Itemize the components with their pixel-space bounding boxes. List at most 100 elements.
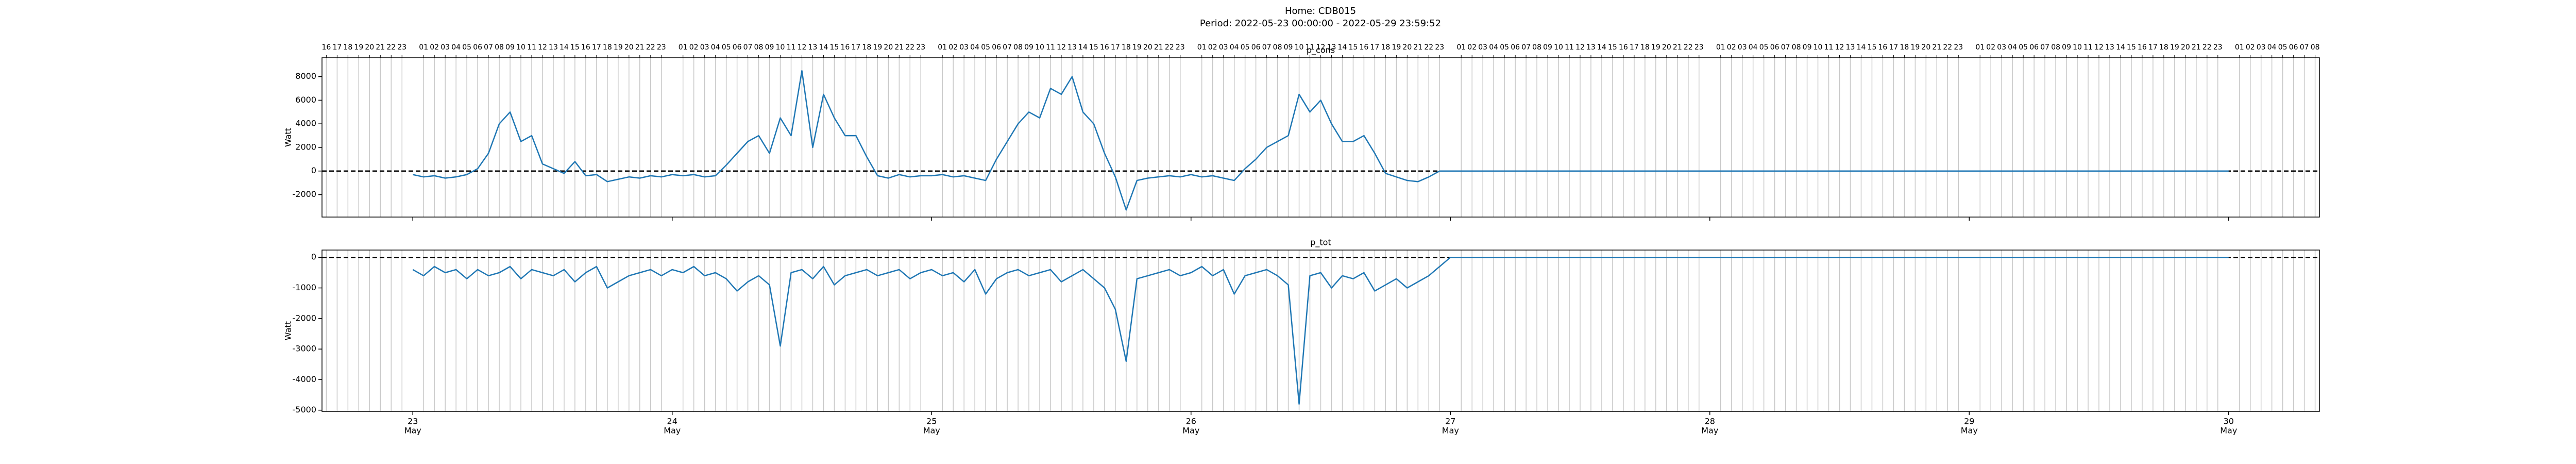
x2-tick-label: 08 — [1273, 43, 1282, 52]
x2-tick-label: 03 — [1219, 43, 1228, 52]
x2-tick-label: 03 — [1738, 43, 1747, 52]
x2-tick-label: 20 — [884, 43, 893, 52]
x-tick-label: 27 — [1445, 417, 1455, 426]
x2-tick-label: 07 — [1003, 43, 1012, 52]
x2-tick-label: 13 — [1846, 43, 1855, 52]
x-tick-label: 23 — [408, 417, 418, 426]
x2-tick-label: 14 — [819, 43, 828, 52]
x2-tick-label: 04 — [1489, 43, 1498, 52]
x2-tick-label: 11 — [787, 43, 796, 52]
x2-tick-label: 09 — [1543, 43, 1552, 52]
x2-tick-label: 21 — [1413, 43, 1422, 52]
x2-tick-label: 16 — [840, 43, 850, 52]
x2-tick-label: 12 — [1057, 43, 1066, 52]
x2-tick-label: 17 — [1889, 43, 1898, 52]
x2-tick-label: 05 — [462, 43, 471, 52]
x2-tick-label: 22 — [386, 43, 396, 52]
x2-tick-label: 01 — [2235, 43, 2244, 52]
x2-tick-label: 15 — [1868, 43, 1877, 52]
x2-tick-label: 17 — [2148, 43, 2158, 52]
x2-tick-label: 19 — [354, 43, 363, 52]
x2-tick-label: 16 — [321, 43, 331, 52]
plot-frame — [321, 57, 2320, 218]
x2-tick-label: 09 — [1284, 43, 1293, 52]
x2-tick-label: 16 — [1619, 43, 1628, 52]
x2-tick-label: 17 — [1370, 43, 1379, 52]
x2-tick-label: 17 — [1111, 43, 1120, 52]
x2-tick-label: 11 — [1565, 43, 1574, 52]
x2-tick-label: 16 — [1100, 43, 1109, 52]
x2-tick-label: 04 — [2008, 43, 2017, 52]
x2-tick-label: 08 — [1532, 43, 1541, 52]
y-tick-label: 8000 — [295, 71, 316, 81]
x2-tick-label: 06 — [1770, 43, 1780, 52]
x2-tick-label: 04 — [970, 43, 979, 52]
x2-tick-label: 20 — [1402, 43, 1412, 52]
x2-tick-label: 11 — [1046, 43, 1055, 52]
x2-tick-label: 07 — [484, 43, 493, 52]
x-tick-label: 26 — [1186, 417, 1196, 426]
x2-tick-label: 01 — [1975, 43, 1985, 52]
x2-tick-label: 08 — [754, 43, 764, 52]
x2-tick-label: 01 — [679, 43, 688, 52]
x2-tick-label: 19 — [873, 43, 882, 52]
x2-tick-label: 15 — [1089, 43, 1098, 52]
x2-tick-label: 22 — [1943, 43, 1952, 52]
x2-tick-label: 20 — [624, 43, 634, 52]
x2-tick-label: 21 — [894, 43, 904, 52]
x2-tick-label: 13 — [808, 43, 818, 52]
x2-tick-label: 02 — [1986, 43, 1995, 52]
x2-tick-label: 01 — [1197, 43, 1207, 52]
x2-tick-label: 21 — [2192, 43, 2201, 52]
x-tick-sublabel: May — [2220, 426, 2237, 436]
x2-tick-label: 12 — [1316, 43, 1326, 52]
x2-tick-label: 20 — [1662, 43, 1671, 52]
x2-tick-label: 23 — [916, 43, 925, 52]
x2-tick-label: 19 — [1392, 43, 1401, 52]
x2-tick-label: 05 — [2019, 43, 2028, 52]
x2-tick-label: 03 — [440, 43, 450, 52]
y-axis-label: Watt — [283, 128, 293, 147]
x2-tick-label: 22 — [646, 43, 655, 52]
x2-tick-label: 15 — [2127, 43, 2136, 52]
x2-tick-label: 06 — [1251, 43, 1261, 52]
x2-tick-label: 04 — [711, 43, 720, 52]
x-tick-label: 25 — [926, 417, 937, 426]
x2-tick-label: 02 — [1727, 43, 1736, 52]
x2-tick-label: 21 — [635, 43, 645, 52]
x2-tick-label: 16 — [581, 43, 590, 52]
data-line — [412, 256, 2229, 405]
x-tick-sublabel: May — [404, 426, 421, 436]
x2-tick-label: 23 — [1176, 43, 1185, 52]
x2-tick-label: 20 — [365, 43, 374, 52]
x2-tick-label: 02 — [948, 43, 958, 52]
x2-tick-label: 22 — [1424, 43, 1433, 52]
x2-tick-label: 07 — [1781, 43, 1790, 52]
x2-tick-label: 18 — [343, 43, 352, 52]
x2-tick-label: 23 — [1435, 43, 1444, 52]
x2-tick-label: 14 — [1338, 43, 1347, 52]
x2-tick-label: 15 — [570, 43, 580, 52]
x-tick-sublabel: May — [664, 426, 681, 436]
x2-tick-label: 06 — [992, 43, 1001, 52]
y-tick-label: -3000 — [293, 344, 317, 354]
x2-tick-label: 18 — [862, 43, 871, 52]
x2-tick-label: 05 — [1500, 43, 1509, 52]
x2-tick-label: 13 — [1067, 43, 1077, 52]
x2-tick-label: 20 — [1921, 43, 1930, 52]
x-tick-sublabel: May — [1961, 426, 1978, 436]
y-tick-label: 0 — [311, 252, 316, 262]
x2-tick-label: 12 — [1575, 43, 1585, 52]
x2-tick-label: 08 — [2051, 43, 2060, 52]
x2-tick-label: 08 — [1792, 43, 1801, 52]
x2-tick-label: 05 — [1241, 43, 1250, 52]
x2-tick-label: 02 — [430, 43, 439, 52]
x2-tick-label: 23 — [1694, 43, 1704, 52]
x-tick-sublabel: May — [1442, 426, 1459, 436]
x2-tick-label: 08 — [495, 43, 504, 52]
x-tick-label: 28 — [1705, 417, 1715, 426]
y-tick-label: -2000 — [293, 313, 317, 323]
x2-tick-label: 02 — [2246, 43, 2255, 52]
x2-tick-label: 21 — [1154, 43, 1163, 52]
